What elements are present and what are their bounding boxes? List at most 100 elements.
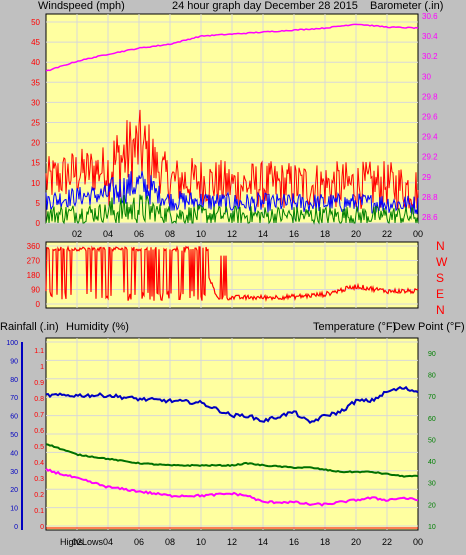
x-tick-label: 02 bbox=[72, 229, 82, 239]
rainfall-tick-label: 1 bbox=[40, 364, 44, 371]
barometer-tick-label: 29.2 bbox=[422, 153, 438, 162]
temperature-tick-label: 40 bbox=[428, 459, 436, 466]
barometer-tick-label: 29.4 bbox=[422, 133, 438, 142]
humidity-temperature-panel: 010203040506070809010000.10.20.30.40.50.… bbox=[6, 337, 436, 547]
rainfall-tick-label: 0.2 bbox=[34, 492, 44, 499]
temperature-tick-label: 70 bbox=[428, 394, 436, 401]
x-tick-label: 10 bbox=[196, 229, 206, 239]
humidity-tick-label: 30 bbox=[10, 469, 18, 476]
x-tick-label: 06 bbox=[134, 229, 144, 239]
x-tick-label: 18 bbox=[320, 229, 330, 239]
wind-tick-label: 20 bbox=[31, 139, 40, 148]
wind-tick-label: 50 bbox=[31, 18, 40, 27]
humidity-tick-label: 20 bbox=[10, 487, 18, 494]
x-tick-label: 14 bbox=[258, 229, 268, 239]
x-tick-label: 00 bbox=[413, 229, 423, 239]
barometer-tick-label: 30.6 bbox=[422, 12, 438, 21]
wind-average-line bbox=[45, 171, 419, 215]
temperature-line bbox=[45, 443, 419, 478]
rainfall-tick-label: 0.4 bbox=[34, 460, 44, 467]
x-tick-label: 12 bbox=[227, 229, 237, 239]
humidity-tick-label: 100 bbox=[6, 340, 18, 347]
x-tick-label: 18 bbox=[320, 537, 330, 547]
rainfall-tick-label: 0.3 bbox=[34, 476, 44, 483]
direction-tick-label: 180 bbox=[27, 271, 41, 280]
x-tick-label: 08 bbox=[165, 537, 175, 547]
humidity-tick-label: 0 bbox=[14, 524, 18, 531]
rainfall-tick-label: 0.6 bbox=[34, 428, 44, 435]
barometer-tick-label: 30.2 bbox=[422, 52, 438, 61]
wind-tick-label: 35 bbox=[31, 78, 40, 87]
rainfall-tick-label: 0.1 bbox=[34, 508, 44, 515]
temperature-tick-label: 60 bbox=[428, 416, 436, 423]
rainfall-tick-label: 1.1 bbox=[34, 348, 44, 355]
barometer-tick-label: 30 bbox=[422, 72, 431, 81]
x-tick-label: 04 bbox=[103, 229, 113, 239]
wind-direction-line bbox=[45, 245, 419, 303]
x-tick-label: 10 bbox=[196, 537, 206, 547]
x-tick-label: 22 bbox=[382, 229, 392, 239]
barometer-tick-label: 28.6 bbox=[422, 213, 438, 222]
barometer-axis-label: Barometer (.in) bbox=[370, 0, 443, 12]
wind-tick-label: 45 bbox=[31, 38, 40, 47]
wind-axis-label: Windspeed (mph) bbox=[38, 0, 125, 12]
barometer-tick-label: 29 bbox=[422, 173, 431, 182]
wind-barometer-panel: 0 5 10 15 20 25 30 35 40 45 50 28.6 28.8 29 29.2 29.4 29… bbox=[31, 12, 438, 239]
lows-label: Lows bbox=[82, 537, 104, 547]
humidity-tick-label: 50 bbox=[10, 432, 18, 439]
wind-tick-label: 30 bbox=[31, 98, 40, 107]
wind-tick-label: 25 bbox=[31, 119, 40, 128]
temperature-tick-label: 10 bbox=[428, 524, 436, 531]
x-tick-label: 22 bbox=[382, 537, 392, 547]
barometer-line bbox=[45, 23, 419, 72]
x-tick-label: 00 bbox=[413, 537, 423, 547]
rainfall-tick-label: 0 bbox=[40, 524, 44, 531]
rainfall-axis-label: Rainfall (.in) bbox=[0, 321, 59, 333]
direction-tick-label: 0 bbox=[36, 300, 41, 309]
x-tick-label: 02 bbox=[72, 537, 82, 547]
x-tick-label: 20 bbox=[351, 229, 361, 239]
x-tick-label: 04 bbox=[103, 537, 113, 547]
temperature-tick-label: 50 bbox=[428, 437, 436, 444]
humidity-axis-label: Humidity (%) bbox=[66, 321, 129, 333]
direction-compass-label: E bbox=[436, 287, 444, 301]
wind-tick-label: 40 bbox=[31, 58, 40, 67]
wind-tick-label: 5 bbox=[36, 199, 41, 208]
humidity-tick-label: 90 bbox=[10, 358, 18, 365]
rainfall-tick-label: 0.8 bbox=[34, 396, 44, 403]
direction-compass-label: N bbox=[436, 239, 445, 253]
direction-compass-label: N bbox=[436, 303, 445, 317]
barometer-tick-label: 28.8 bbox=[422, 193, 438, 202]
barometer-tick-label: 29.8 bbox=[422, 92, 438, 101]
x-tick-label: 08 bbox=[165, 229, 175, 239]
wind-tick-label: 10 bbox=[31, 179, 40, 188]
wind-low-line bbox=[45, 194, 419, 225]
rainfall-tick-label: 0.9 bbox=[34, 380, 44, 387]
humidity-line bbox=[45, 385, 419, 425]
humidity-tick-label: 60 bbox=[10, 414, 18, 421]
x-tick-label: 06 bbox=[134, 537, 144, 547]
wind-gust-line bbox=[45, 109, 419, 212]
temperature-axis-label: Temperature (°F) bbox=[313, 321, 396, 333]
barometer-tick-label: 30.4 bbox=[422, 32, 438, 41]
dewpoint-axis-label: Dew Point (°F) bbox=[393, 321, 465, 333]
rainfall-tick-label: 0.5 bbox=[34, 444, 44, 451]
x-tick-label: 16 bbox=[289, 537, 299, 547]
direction-compass-label: S bbox=[436, 271, 444, 285]
wind-tick-label: 0 bbox=[36, 219, 41, 228]
dewpoint-line bbox=[45, 467, 419, 507]
direction-tick-label: 90 bbox=[31, 286, 40, 295]
temperature-tick-label: 80 bbox=[428, 372, 436, 379]
barometer-tick-label: 29.6 bbox=[422, 113, 438, 122]
x-tick-label: 12 bbox=[227, 537, 237, 547]
chart-title: 24 hour graph day December 28 2015 bbox=[172, 0, 358, 12]
humidity-tick-label: 40 bbox=[10, 450, 18, 457]
temperature-tick-label: 30 bbox=[428, 481, 436, 488]
humidity-tick-label: 70 bbox=[10, 395, 18, 402]
x-tick-label: 16 bbox=[289, 229, 299, 239]
direction-tick-label: 270 bbox=[27, 257, 41, 266]
highs-label: Highs bbox=[60, 537, 84, 547]
direction-tick-label: 360 bbox=[27, 242, 41, 251]
